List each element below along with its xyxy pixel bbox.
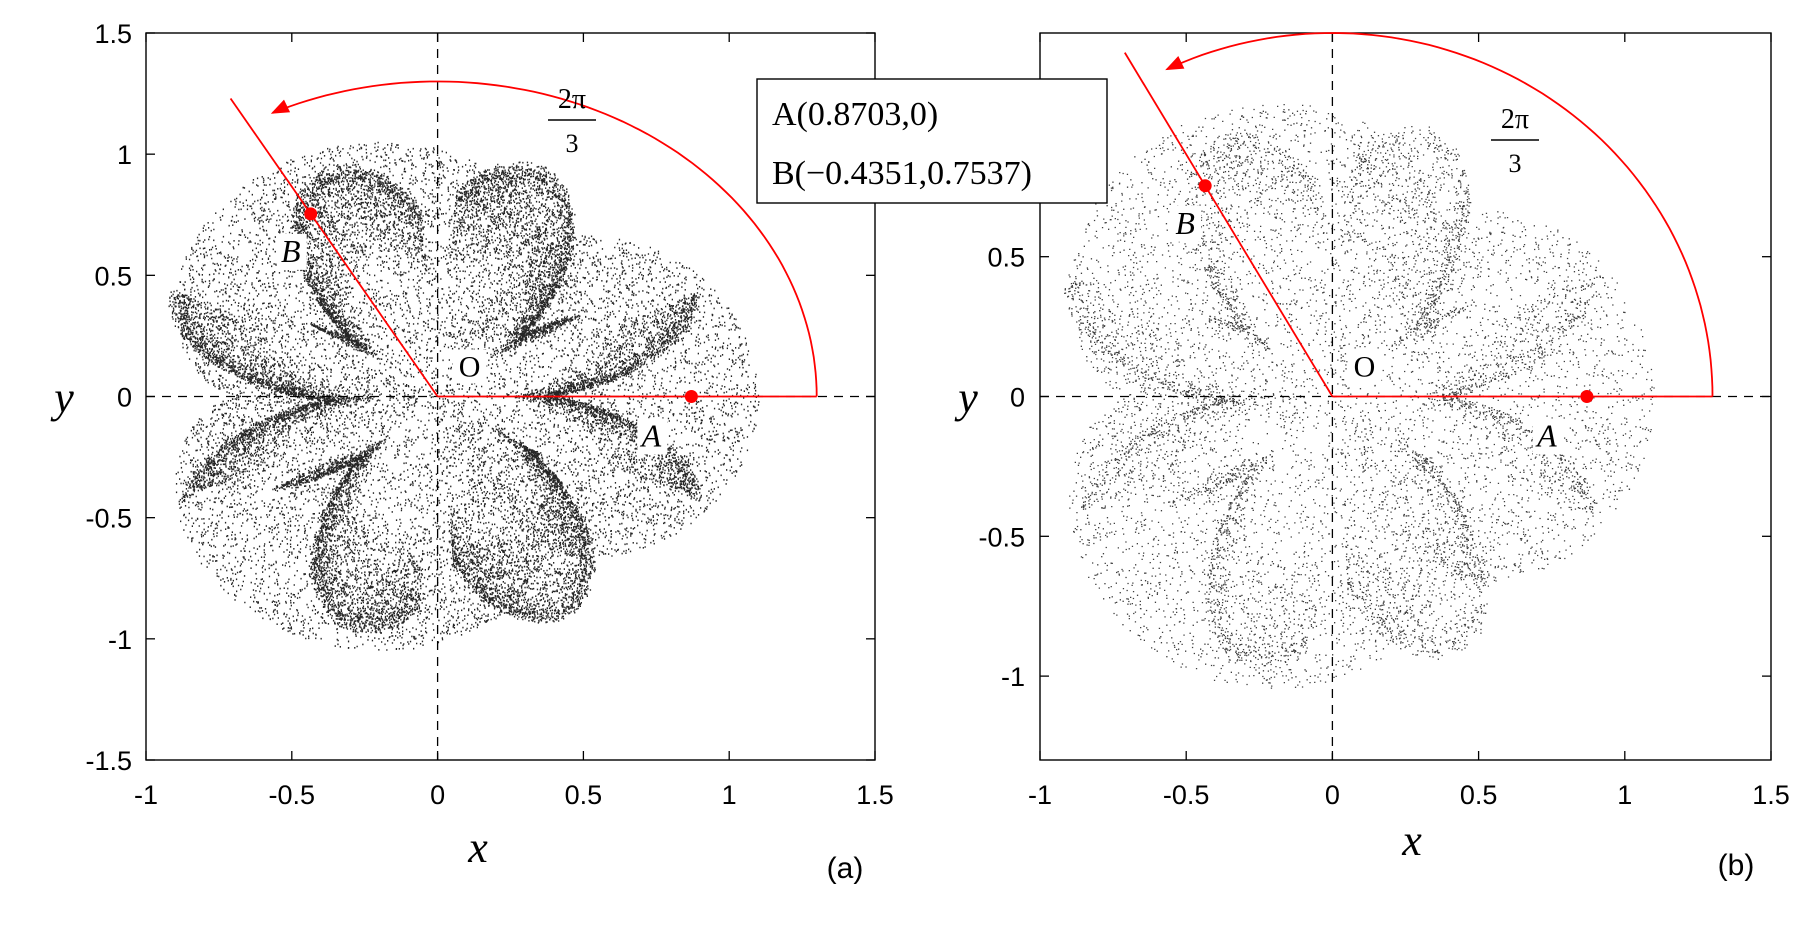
origin-label: O — [1354, 351, 1376, 384]
origin-label-bg — [1347, 349, 1382, 384]
y-tick-label: -1.5 — [85, 746, 132, 776]
scatter-points — [168, 141, 760, 651]
x-tick-label: 1.5 — [856, 780, 894, 810]
y-tick-label: -1 — [1001, 662, 1025, 692]
origin-label: O — [459, 351, 481, 384]
y-tick-label: -0.5 — [85, 504, 132, 534]
point-b-marker — [1198, 179, 1212, 193]
rotation-fraction-numerator: 2π — [1501, 104, 1529, 135]
rotation-arrowhead — [1165, 56, 1185, 71]
point-label-bg — [1532, 418, 1563, 455]
x-tick-label: 1 — [722, 780, 737, 810]
point-a-marker — [684, 390, 698, 403]
point-a-label: A — [640, 418, 662, 454]
rotation-arc — [1166, 32, 1714, 397]
y-axis-label: y — [50, 373, 74, 422]
y-tick-label: 0 — [1010, 383, 1025, 413]
point-label-bg — [637, 418, 668, 455]
panel-a: -1 -0.5 0 0.5 1 1.5-1.5-1-0.500.511.52π3ABOxy… — [50, 19, 894, 885]
origin-label-bg — [452, 349, 487, 384]
red-ray-b — [1124, 52, 1334, 397]
rotation-arc — [272, 80, 818, 397]
x-tick-label: -0.5 — [1163, 780, 1210, 810]
point-a-marker — [1580, 390, 1594, 403]
annotation-line-b: B(−0.4351,0.7537) — [772, 155, 1032, 192]
y-tick-label: 0.5 — [987, 243, 1025, 273]
y-tick-label: 0 — [117, 383, 132, 413]
point-a-label: A — [1535, 418, 1557, 454]
y-tick-label: 1.5 — [94, 19, 132, 49]
rotation-fraction-numerator: 2π — [558, 84, 586, 115]
annotation-line-a: A(0.8703,0) — [772, 96, 938, 133]
x-tick-label: 1 — [1617, 780, 1632, 810]
attractor-scatter — [1064, 103, 1655, 689]
point-b-label: B — [1175, 205, 1195, 241]
scatter-points — [1064, 103, 1655, 689]
x-tick-label: -1 — [134, 780, 158, 810]
x-tick-label: -0.5 — [269, 780, 316, 810]
point-label-bg — [1171, 205, 1202, 242]
x-tick-label: 1.5 — [1752, 780, 1790, 810]
panel-tag: (b) — [1718, 849, 1755, 882]
coordinate-annotation-box: A(0.8703,0) B(−0.4351,0.7537) — [756, 78, 1108, 204]
rotation-arrowhead — [270, 99, 291, 114]
y-axis-label: y — [954, 373, 978, 422]
panel-tag: (a) — [827, 852, 864, 885]
y-tick-label: 0.5 — [94, 261, 132, 291]
y-tick-label: 1 — [117, 140, 132, 170]
point-label-bg — [276, 233, 307, 270]
x-axis-label: x — [467, 823, 488, 872]
x-axis-label: x — [1401, 816, 1422, 865]
red-ray-b — [229, 97, 439, 398]
point-b-label: B — [281, 233, 301, 269]
y-tick-label: -1 — [108, 625, 132, 655]
annotation-box-frame — [756, 78, 1108, 204]
rotation-fraction-denominator: 3 — [566, 129, 579, 158]
y-tick-label: -0.5 — [978, 522, 1025, 552]
x-tick-label: 0.5 — [565, 780, 603, 810]
rotation-fraction-denominator: 3 — [1509, 149, 1522, 178]
x-tick-label: -1 — [1028, 780, 1052, 810]
x-tick-label: 0 — [430, 780, 445, 810]
attractor-scatter — [168, 141, 760, 651]
point-b-marker — [304, 207, 318, 221]
panel-b: -1 -0.5 0 0.5 1 1.5 -1 -0.5 0 0.5 2π 3 A B Ox y (b) — [954, 32, 1790, 882]
x-tick-label: 0.5 — [1460, 780, 1498, 810]
x-tick-label: 0 — [1325, 780, 1340, 810]
